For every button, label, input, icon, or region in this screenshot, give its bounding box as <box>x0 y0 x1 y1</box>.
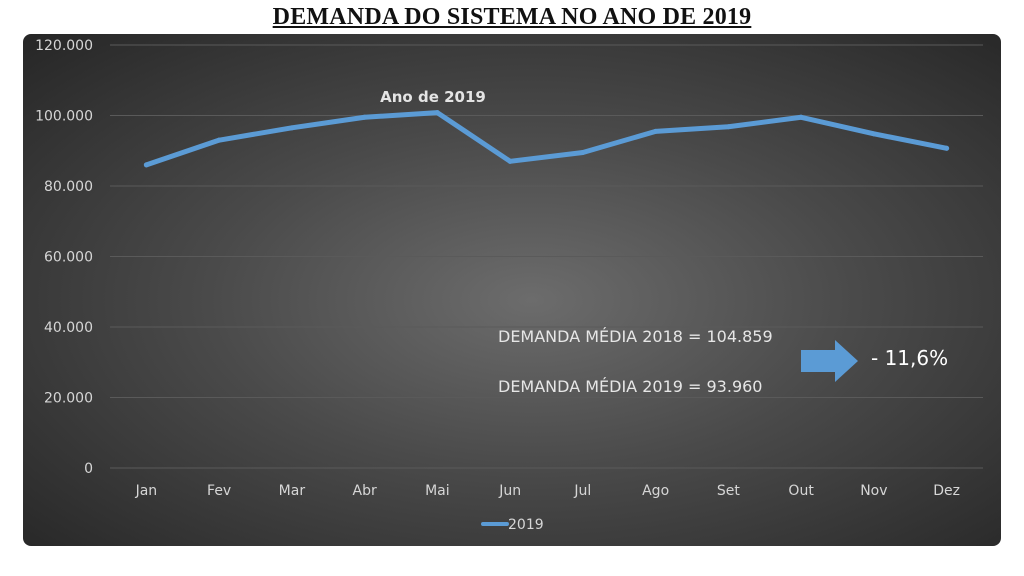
series-2019 <box>143 110 950 168</box>
grid-lines <box>110 44 983 469</box>
x-tick-label: Jan <box>135 483 158 499</box>
data-point <box>944 145 950 151</box>
x-tick-label: Mar <box>279 483 306 499</box>
data-point <box>434 110 440 116</box>
y-tick-label: 80.000 <box>44 179 93 195</box>
x-tick-label: Mai <box>425 483 450 499</box>
data-point <box>289 125 295 131</box>
x-tick-label: Set <box>717 483 741 499</box>
data-point <box>653 128 659 134</box>
x-tick-label: Dez <box>933 483 960 499</box>
data-point <box>871 131 877 137</box>
y-tick-label: 40.000 <box>44 320 93 336</box>
y-tick-label: 0 <box>84 461 93 477</box>
chart-panel: 0 20.000 40.000 60.000 80.000 100.000 120.000 … <box>23 34 1001 546</box>
x-tick-label: Fev <box>207 483 231 499</box>
data-point <box>798 114 804 120</box>
data-point <box>507 158 513 164</box>
change-percentage: - 11,6% <box>871 346 948 370</box>
y-axis-ticks: 0 20.000 40.000 60.000 80.000 100.000 120.000 <box>35 38 93 477</box>
page-title: DEMANDA DO SISTEMA NO ANO DE 2019 <box>272 4 752 30</box>
y-tick-label: 20.000 <box>44 391 93 407</box>
data-point <box>725 124 731 130</box>
right-arrow-icon <box>801 340 858 382</box>
data-point <box>216 137 222 143</box>
series-annotation-label: Ano de 2019 <box>380 88 486 106</box>
data-point <box>143 162 149 168</box>
x-tick-label: Ago <box>642 483 669 499</box>
line-chart: 020.00040.00060.00080.000100.000120.000 … <box>35 38 983 533</box>
avg-2019-annotation: DEMANDA MÉDIA 2019 = 93.960 <box>498 377 762 396</box>
legend-label: 2019 <box>508 517 544 533</box>
legend: 2019 <box>481 517 544 533</box>
y-tick-label: 120.000 <box>35 38 93 54</box>
x-tick-label: Jul <box>573 483 591 499</box>
x-tick-label: Abr <box>353 483 377 499</box>
x-tick-label: Out <box>788 483 814 499</box>
data-point <box>362 114 368 120</box>
avg-2018-annotation: DEMANDA MÉDIA 2018 = 104.859 <box>498 327 773 346</box>
y-tick-label: 60.000 <box>44 250 93 266</box>
data-point <box>580 150 586 156</box>
x-axis-ticks: Jan Fev Mar Abr Mai Jun Jul Ago Set Out Nov Dez <box>135 483 960 499</box>
x-tick-label: Jun <box>498 483 521 499</box>
series-line-2019 <box>143 110 950 168</box>
x-tick-label: Nov <box>860 483 887 499</box>
y-tick-label: 100.000 <box>35 109 93 125</box>
